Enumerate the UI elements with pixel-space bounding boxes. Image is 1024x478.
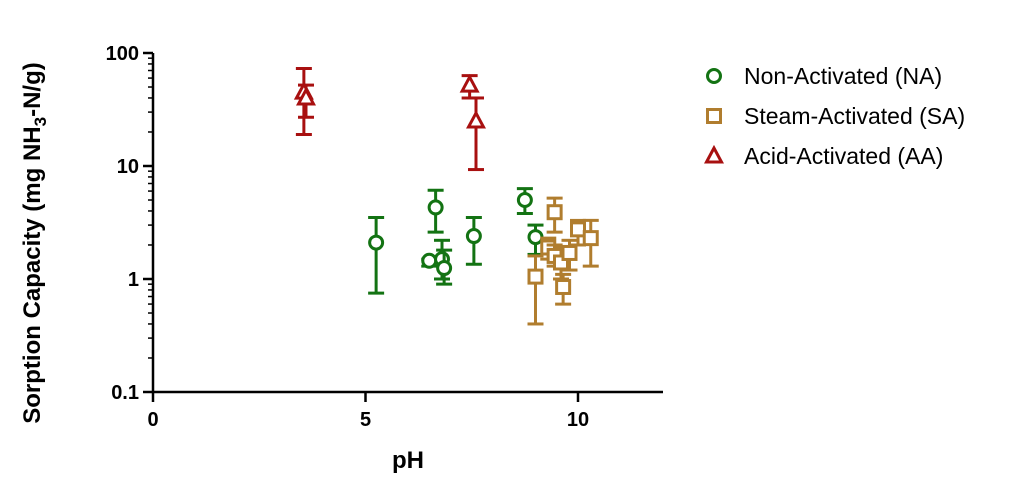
y-tick-label: 100 — [106, 43, 139, 65]
data-point — [427, 199, 444, 216]
y-tick-label: 1 — [128, 269, 139, 291]
data-points — [293, 66, 599, 326]
legend-label: Acid-Activated (AA) — [744, 143, 943, 169]
data-point — [555, 278, 572, 295]
data-point — [546, 204, 563, 221]
x-axis-label: pH — [392, 447, 424, 474]
data-point — [421, 252, 438, 269]
legend-item: Non-Activated (NA) — [706, 63, 942, 89]
data-point — [527, 229, 544, 246]
data-point — [459, 73, 480, 93]
legend-label: Non-Activated (NA) — [744, 63, 942, 89]
x-tick-label: 10 — [567, 409, 589, 431]
y-tick-label: 10 — [117, 156, 139, 178]
legend-item: Acid-Activated (AA) — [703, 143, 943, 169]
x-tick-label: 0 — [147, 409, 158, 431]
ticks: 0 5 10 0.1 1 10 100 — [106, 43, 590, 431]
series-circle — [368, 187, 544, 295]
legend-marker — [706, 68, 722, 84]
y-axis-label: Sorption Capacity (mg NH3-N/g) — [19, 62, 50, 423]
data-point — [295, 86, 317, 106]
data-point — [465, 109, 487, 129]
legend-marker — [706, 108, 722, 124]
series-square — [527, 196, 599, 326]
data-point — [465, 228, 482, 245]
data-point — [570, 221, 586, 238]
series-triangle — [293, 66, 487, 172]
legend-item: Steam-Activated (SA) — [706, 103, 965, 129]
data-point — [436, 260, 453, 277]
legend-marker — [703, 144, 725, 164]
data-point — [516, 192, 533, 209]
data-point — [582, 230, 599, 247]
y-axis-label-unit: -N/g) — [19, 62, 46, 117]
data-point — [368, 234, 385, 251]
axes — [151, 53, 663, 394]
y-axis-label-subscript: 3 — [31, 117, 50, 126]
legend-label: Steam-Activated (SA) — [744, 103, 965, 129]
y-axis-label-main: Sorption Capacity (mg NH — [19, 126, 46, 423]
y-tick-label: 0.1 — [111, 382, 139, 404]
data-point — [561, 244, 578, 261]
x-tick-label: 5 — [360, 409, 371, 431]
legend: Non-Activated (NA) Steam-Activated (SA) Ac… — [703, 63, 965, 169]
data-point — [527, 268, 544, 285]
